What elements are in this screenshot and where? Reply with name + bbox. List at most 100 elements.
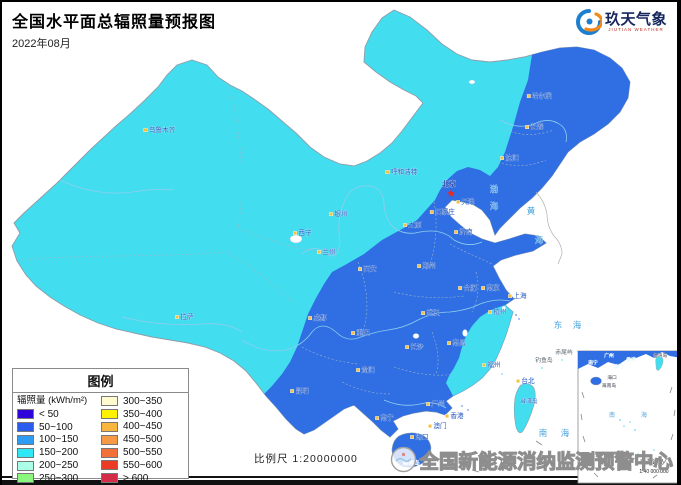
city-label: 杭州	[493, 307, 506, 316]
city-marker	[358, 267, 362, 271]
bottom-border-band	[2, 480, 677, 485]
legend-range-label: > 600	[123, 472, 149, 484]
city-label: 西安	[363, 264, 377, 273]
city-marker	[356, 368, 360, 372]
watermark-banner: 全国新能源消纳监测预警中心	[390, 445, 674, 474]
city-marker	[405, 345, 409, 349]
city-label: 台北	[521, 376, 535, 385]
south-china-sea-inset	[577, 350, 677, 484]
city-marker	[385, 170, 390, 174]
legend-row: 250~300	[17, 472, 101, 485]
city-marker	[516, 379, 521, 383]
logo-text: 玖天气象 JIUTIAN WEATHER	[605, 12, 667, 33]
legend-body: 辐照量 (kWh/m²) < 50 50~100 100~150 150~200 200…	[13, 393, 188, 485]
jiutian-weather-logo: 玖天气象 JIUTIAN WEATHER	[576, 9, 667, 35]
legend-swatch	[17, 434, 34, 445]
city-marker	[454, 230, 458, 234]
city-marker	[143, 128, 148, 133]
legend-range-label: < 50	[39, 408, 59, 420]
city-label: 贵阳	[361, 365, 374, 374]
legend-swatch	[101, 434, 118, 445]
legend-swatch	[101, 473, 118, 484]
island-label: 钓鱼岛	[535, 356, 553, 364]
city-marker	[500, 156, 504, 160]
city-label: 澳门	[433, 421, 446, 430]
page-title: 全国水平面总辐照量预报图	[12, 14, 217, 31]
sea-label: 南	[539, 428, 548, 438]
province-borders	[21, 84, 555, 395]
legend-row: 450~500	[101, 433, 185, 446]
legend-range-label: 200~250	[39, 460, 79, 472]
city-marker	[351, 331, 355, 335]
title-block: 全国水平面总辐照量预报图 2022年08月	[12, 8, 216, 51]
inset-label: 海	[641, 411, 647, 419]
lakes	[289, 79, 507, 339]
inset-label: 台湾岛	[653, 352, 668, 359]
city-label: 广州	[431, 399, 444, 408]
legend-swatch	[101, 409, 118, 420]
city-marker	[488, 310, 492, 314]
city-marker	[526, 94, 531, 99]
legend-swatch	[101, 447, 118, 458]
city-label: 福州	[487, 360, 500, 369]
legend-swatch	[17, 447, 34, 458]
legend-row: 200~250	[17, 459, 101, 472]
city-label: 郑州	[422, 262, 435, 270]
sea-label: 渤	[490, 184, 499, 194]
sea-label: 东	[554, 320, 563, 330]
logo-subtitle: JIUTIAN WEATHER	[608, 26, 664, 32]
city-marker	[290, 389, 294, 393]
legend-range-label: 50~100	[39, 421, 73, 433]
rivers	[59, 119, 567, 409]
legend-row: < 50	[17, 408, 101, 421]
inset-label: 澳门	[613, 363, 623, 370]
inset-label: 香港	[626, 356, 636, 363]
city-marker	[481, 286, 485, 290]
city-label: 石家庄	[435, 207, 455, 216]
city-marker	[508, 294, 512, 298]
city-marker	[456, 200, 460, 204]
logo-name: 玖天气象	[604, 10, 667, 28]
city-label: 太原	[408, 220, 422, 229]
inset-label: 海南岛	[602, 382, 617, 389]
city-label: 兰州	[322, 247, 335, 256]
inset-label: 南宁	[588, 359, 598, 366]
city-marker	[403, 223, 407, 227]
city-marker	[308, 316, 312, 320]
city-label: 银川	[334, 209, 347, 218]
city-label: 南昌	[452, 338, 465, 347]
inset-label: 南海诸岛	[640, 458, 664, 466]
boundary-dashes	[471, 440, 552, 473]
legend-swatch	[17, 473, 34, 484]
city-marker	[447, 341, 451, 345]
legend-row: 550~600	[101, 459, 185, 472]
city-label: 哈尔滨	[532, 91, 552, 100]
city-label: 武汉	[426, 308, 440, 317]
city-label: 上海	[513, 291, 527, 300]
city-label: 南京	[486, 283, 500, 292]
city-label: 北京	[442, 179, 456, 188]
city-marker	[525, 125, 530, 130]
city-marker	[429, 210, 434, 214]
sea-label: 黄	[527, 206, 536, 216]
city-label: 南宁	[380, 413, 394, 422]
sea-label: 海	[561, 428, 570, 438]
city-marker	[426, 402, 430, 406]
region-coastal-150-200	[446, 305, 513, 396]
capital-star-marker	[447, 189, 455, 197]
taiwan-island	[513, 383, 536, 434]
legend-title: 图例	[13, 369, 188, 393]
city-label: 长春	[530, 122, 544, 131]
swirl-logo-icon	[576, 9, 602, 35]
legend-range-label: 100~150	[39, 434, 79, 446]
legend-row: > 600	[101, 472, 185, 485]
sea-label: 海	[490, 201, 499, 211]
city-label: 乌鲁木齐	[149, 125, 176, 134]
island-label: 赤尾屿	[555, 348, 573, 356]
city-label: 合肥	[463, 283, 477, 292]
city-label: 济南	[459, 227, 473, 236]
city-label: 沈阳	[505, 153, 518, 162]
legend-panel: 图例 辐照量 (kWh/m²) < 50 50~100 100~150 150~200…	[12, 368, 189, 484]
legend-swatch	[17, 409, 34, 420]
